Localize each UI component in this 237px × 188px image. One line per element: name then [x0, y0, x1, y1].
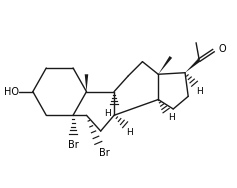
Polygon shape: [185, 59, 201, 73]
Text: Br: Br: [99, 148, 110, 158]
Polygon shape: [85, 74, 88, 92]
Text: HO: HO: [5, 87, 19, 97]
Text: Br: Br: [68, 140, 78, 150]
Text: H: H: [196, 87, 203, 96]
Text: H: H: [168, 113, 174, 122]
Text: H: H: [126, 128, 133, 137]
Text: O: O: [218, 44, 226, 54]
Polygon shape: [158, 56, 172, 74]
Text: H: H: [104, 109, 111, 118]
